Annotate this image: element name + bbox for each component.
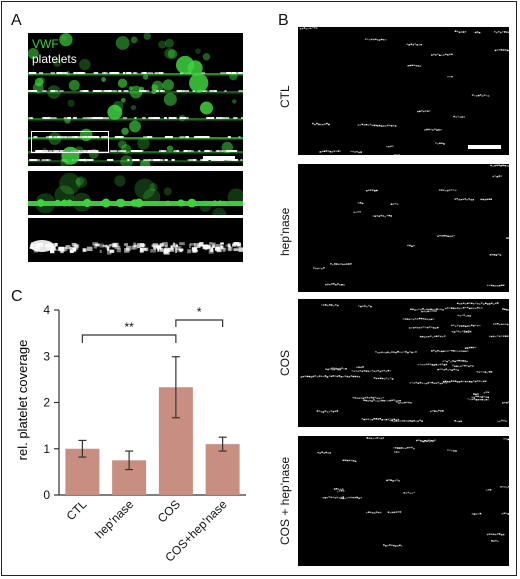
vwf-platelet-micrograph: VWF platelets [28, 33, 243, 166]
inset-region-box [31, 131, 109, 153]
y-axis-label: rel. platelet coverage [15, 340, 30, 461]
significance-label: * [197, 305, 202, 319]
y-tick-label: 3 [43, 349, 50, 363]
vwf-channel-label: VWF [32, 37, 59, 51]
x-tick-label: hep'nase [92, 497, 136, 541]
significance-label: ** [124, 320, 134, 334]
y-tick-label: 1 [43, 442, 50, 456]
panel-a-letter: A [11, 12, 22, 29]
y-tick-label: 0 [43, 488, 50, 502]
panel-b-letter: B [278, 12, 289, 29]
micrograph-hepnase [298, 164, 509, 292]
micrograph-cos [298, 299, 509, 427]
error-bar [171, 356, 180, 419]
platelet-coverage-bar-chart: rel. platelet coverage 0 1 2 3 4 CTL hep'nase C… [15, 303, 246, 565]
row-label-hepnase: hep'nase [278, 207, 292, 256]
row-label-cos-hepnase: COS + hep'nase [278, 456, 292, 545]
platelets-zoom-inset [28, 218, 243, 262]
y-tick-label: 4 [43, 303, 50, 317]
error-bar [78, 439, 87, 458]
significance-bracket [175, 319, 224, 327]
micrograph-ctl [298, 27, 509, 155]
platelets-channel-label: platelets [32, 52, 77, 66]
error-bar [218, 436, 227, 452]
scale-bar [468, 145, 501, 149]
y-tick-label: 2 [43, 396, 50, 410]
row-label-ctl: CTL [278, 85, 292, 108]
significance-bracket [81, 334, 177, 343]
micrograph-cos-hepnase [298, 436, 509, 566]
bar [205, 444, 240, 495]
row-label-cos: COS [278, 349, 292, 376]
x-tick-label: CTL [64, 497, 90, 523]
vwf-zoom-inset [28, 171, 243, 215]
scale-bar [203, 156, 235, 160]
panel-c-letter: C [11, 288, 23, 305]
x-tick-label: COS [155, 497, 183, 525]
error-bar [125, 450, 134, 471]
